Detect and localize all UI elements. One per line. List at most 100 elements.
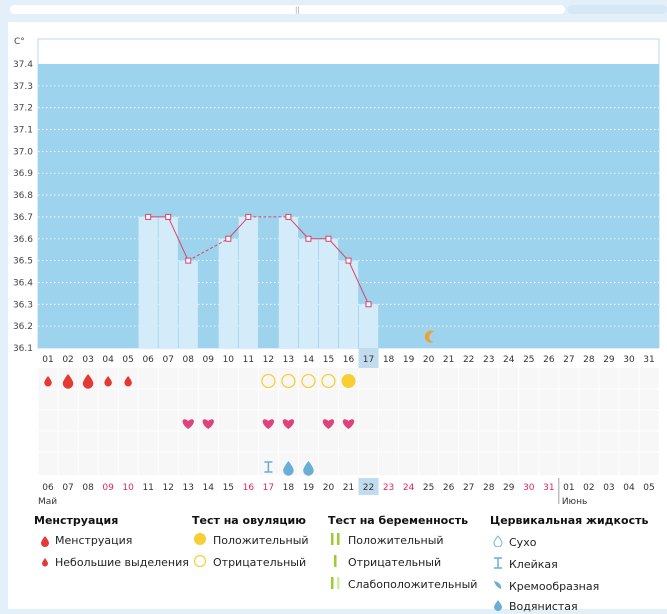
date-label: 16 [243,483,255,493]
temperature-line-segment [227,216,249,240]
ovulation-negative-circle-icon [281,373,296,389]
cycle-day-label: 21 [443,355,454,365]
date-label: 27 [463,483,474,493]
cycle-day-label: 24 [503,355,515,365]
cycle-day-label: 29 [603,355,615,365]
cervical-watery-drop-icon [303,461,314,476]
y-tick-label: 36.2 [13,322,33,332]
cycle-day-label: 17 [363,355,374,365]
cycle-day-label: 13 [283,355,294,365]
cycle-day-label: 08 [183,355,195,365]
cycle-day-label: 02 [62,355,73,365]
scroll-grip-icon[interactable]: || [295,6,300,14]
circle-outline-yellow-icon [193,554,207,571]
temperature-bar [298,238,319,348]
double-bar-faint-green-icon [330,576,342,593]
cycle-day-label: 07 [162,355,173,365]
date-label: 15 [223,483,234,493]
current-day-highlight [358,348,379,368]
temperature-point [145,213,152,220]
single-bar-green-icon [330,554,342,571]
temperature-point [305,235,312,242]
legend-menstruation-label: Менструация [55,534,133,547]
date-label: 05 [643,483,654,493]
date-label: 26 [443,483,455,493]
double-bar-green-icon [330,532,342,549]
scrollbar-track[interactable]: || [10,5,565,14]
date-label: 07 [62,483,73,493]
y-tick-label: 36.7 [13,213,33,223]
drop-red-icon [40,535,50,550]
heart-icon [322,419,335,429]
y-tick-label: 37.0 [13,147,33,157]
temperature-bar [338,260,359,348]
current-date-highlight [358,478,379,495]
menstruation-drop-icon [82,374,94,389]
temperature-point [225,235,232,242]
ovulation-positive-circle-icon [341,374,356,388]
y-tick-label: 36.8 [13,191,33,201]
cycle-day-label: 12 [263,355,274,365]
legend-spotting-label: Небольшие выделения [55,556,189,569]
date-label: 31 [543,483,554,493]
cycle-day-label: 25 [523,355,534,365]
spotting-drop-icon [124,376,132,387]
moon-icon [424,330,435,343]
date-label: 09 [102,483,114,493]
temperature-line-segment [288,216,309,240]
heart-icon [182,419,194,429]
heart-icon [202,419,214,429]
cycle-day-label: 04 [102,355,114,365]
temperature-point [185,257,192,264]
legend-cervical-creamy-label: Кремообразная [509,580,600,593]
drop-filled-blue-icon [493,599,503,614]
ovulation-negative-circle-icon [301,373,316,389]
date-label: 24 [403,483,415,493]
heart-icon [262,419,275,429]
top-scrollbar[interactable]: || [0,0,667,22]
date-label: 19 [303,483,315,493]
ovulation-negative-circle-icon [261,373,276,389]
cycle-day-label: 15 [323,355,334,365]
cycle-day-label: 31 [643,355,654,365]
cycle-day-label: 23 [483,355,494,365]
cycle-day-label: 11 [243,355,254,365]
legend-cervical-sticky-label: Клейкая [509,558,558,571]
temperature-point [285,213,292,220]
legend-cervical-title: Цервикальная жидкость [490,514,649,527]
date-label: 18 [283,483,295,493]
date-label: 04 [623,483,635,493]
cycle-day-label: 03 [82,355,93,365]
scrollbar-track-end [567,5,667,14]
date-label: 06 [42,483,54,493]
date-label: 10 [122,483,134,493]
temperature-line-segment [167,216,189,261]
cycle-day-label: 09 [203,355,215,365]
date-label: 17 [263,483,274,493]
legend-pregnancy-positive-label: Положительный [348,534,444,547]
y-tick-label: 37.4 [13,60,33,70]
month-label: Май [38,497,57,507]
temperature-bar [218,238,238,348]
date-label: 20 [323,483,335,493]
cervical-sticky-icon [264,461,273,473]
cycle-day-label: 20 [423,355,435,365]
y-tick-label: 36.9 [13,169,33,179]
legend-ovulation-title: Тест на овуляцию [192,514,306,527]
date-label: 02 [583,483,594,493]
cycle-day-label: 18 [383,355,395,365]
temperature-bar [158,216,178,348]
temperature-line-segment [188,238,229,262]
temperature-bar [318,238,339,348]
half-drop-icon [493,579,503,594]
cycle-day-label: 26 [543,355,555,365]
drop-outline-icon [493,535,503,550]
temperature-line-segment [348,260,369,305]
spotting-drop-icon [104,376,112,387]
date-label: 29 [503,483,515,493]
date-label: 21 [343,483,354,493]
cycle-day-label: 22 [463,355,474,365]
date-label: 01 [563,483,574,493]
date-label: 13 [183,483,194,493]
date-label: 25 [423,483,434,493]
